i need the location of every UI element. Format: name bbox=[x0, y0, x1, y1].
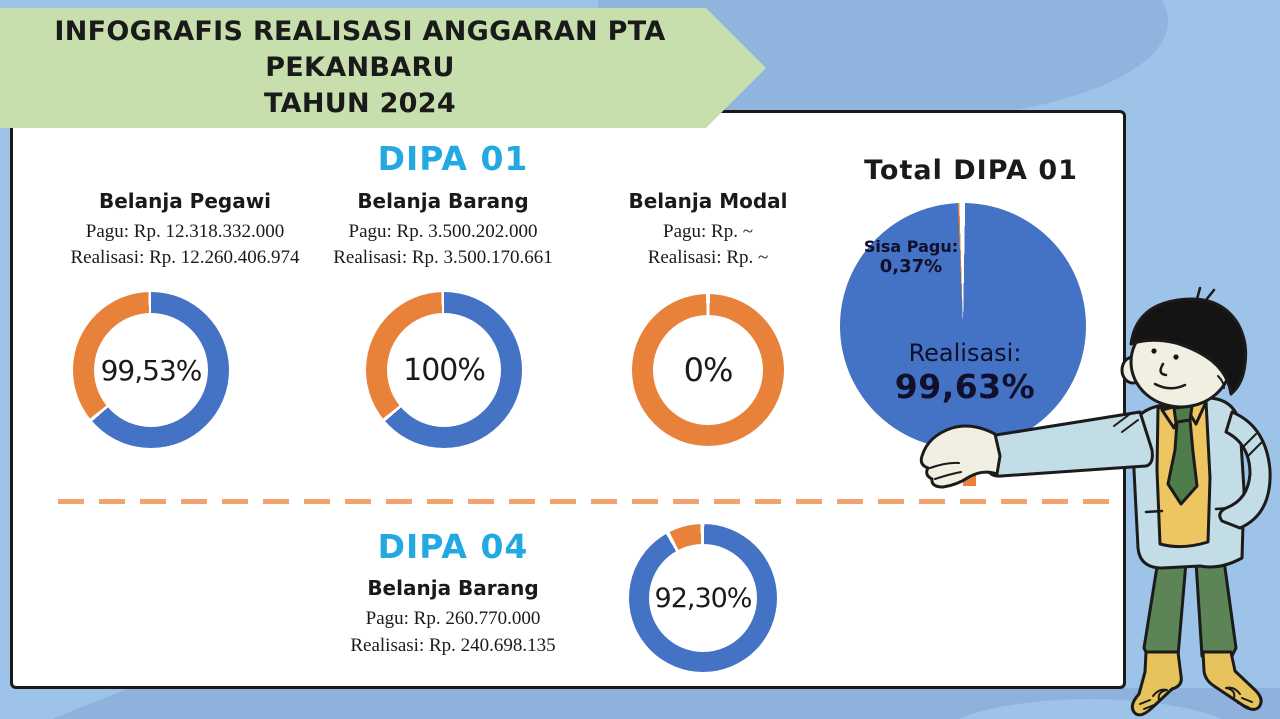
donut-percent-label: 0% bbox=[683, 351, 734, 389]
donut-chart-dipa04-belanja-barang: 92,30% bbox=[629, 524, 777, 672]
infographic-title: INFOGRAFIS REALISASI ANGGARAN PTA PEKANB… bbox=[0, 14, 766, 122]
donut-percent-label: 100% bbox=[403, 352, 486, 388]
mascot-extended-arm bbox=[983, 410, 1154, 478]
sisa-pagu-label: Sisa Pagu: bbox=[863, 237, 959, 256]
pie-sisa-pagu-callout: Sisa Pagu: 0,37% bbox=[846, 237, 976, 277]
mascot-character-illustration bbox=[919, 286, 1272, 717]
mascot-pants bbox=[1142, 544, 1238, 658]
mascot-open-hand bbox=[919, 424, 1002, 489]
item-pagu: Pagu: Rp. 3.500.202.000 bbox=[348, 221, 538, 242]
item-pagu: Pagu: Rp. 260.770.000 bbox=[365, 608, 541, 629]
title-line-1: INFOGRAFIS REALISASI ANGGARAN PTA PEKANB… bbox=[54, 16, 666, 83]
dipa04-heading: DIPA 04 bbox=[377, 527, 529, 566]
item-realisasi: Realisasi: Rp. ~ bbox=[647, 247, 769, 268]
dipa04-section: DIPA 04 Belanja Barang Pagu: Rp. 260.770… bbox=[253, 527, 653, 659]
item-pagu: Pagu: Rp. ~ bbox=[663, 221, 753, 242]
mascot-hair bbox=[1129, 286, 1248, 396]
donut-percent-label: 99,53% bbox=[100, 353, 203, 387]
total-dipa01-pie-chart: Sisa Pagu: 0,37% Realisasi: 99,63% bbox=[840, 203, 1086, 449]
item-realisasi: Realisasi: Rp. 3.500.170.661 bbox=[333, 247, 553, 268]
item-realisasi: Realisasi: Rp. 12.260.406.974 bbox=[70, 247, 300, 268]
title-line-2: TAHUN 2024 bbox=[264, 88, 456, 119]
donut-chart-belanja-barang: 100% bbox=[366, 292, 522, 448]
donut-chart-belanja-modal: 0% bbox=[632, 294, 784, 446]
item-realisasi: Realisasi: Rp. 240.698.135 bbox=[350, 635, 556, 656]
section-divider-dashed bbox=[58, 499, 1118, 504]
mascot-shoes bbox=[1130, 650, 1263, 717]
total-dipa01-heading: Total DIPA 01 bbox=[864, 155, 1078, 186]
donut-chart-belanja-pegawi: 99,53% bbox=[73, 292, 229, 448]
dipa01-heading: DIPA 01 bbox=[377, 139, 529, 178]
realisasi-value: 99,63% bbox=[894, 367, 1036, 406]
item-name: Belanja Modal bbox=[628, 189, 788, 213]
donut-percent-label: 92,30% bbox=[654, 582, 753, 614]
sleeve-hatching-right bbox=[1243, 433, 1263, 457]
budget-item-belanja-modal: Belanja Modal Pagu: Rp. ~ Realisasi: Rp.… bbox=[543, 189, 873, 271]
item-name: Belanja Pegawi bbox=[98, 189, 272, 213]
item-name: Belanja Barang bbox=[357, 189, 529, 213]
title-banner: INFOGRAFIS REALISASI ANGGARAN PTA PEKANB… bbox=[0, 8, 766, 128]
budget-item-belanja-pegawi: Belanja Pegawi Pagu: Rp. 12.318.332.000 … bbox=[20, 189, 350, 271]
sleeve-hatching-left bbox=[1113, 413, 1139, 433]
realisasi-label: Realisasi: bbox=[908, 339, 1022, 367]
budget-item-belanja-barang: Belanja Barang Pagu: Rp. 3.500.202.000 R… bbox=[278, 189, 608, 271]
item-pagu: Pagu: Rp. 12.318.332.000 bbox=[85, 221, 285, 242]
mascot-face-features bbox=[1151, 348, 1225, 390]
item-name: Belanja Barang bbox=[367, 576, 539, 600]
mascot-arm-on-hip bbox=[1218, 410, 1272, 530]
content-card: DIPA 01 Total DIPA 01 Belanja Pegawi Pag… bbox=[10, 110, 1126, 689]
sisa-pagu-value: 0,37% bbox=[879, 256, 943, 277]
pie-realisasi-callout: Realisasi: 99,63% bbox=[865, 339, 1065, 406]
